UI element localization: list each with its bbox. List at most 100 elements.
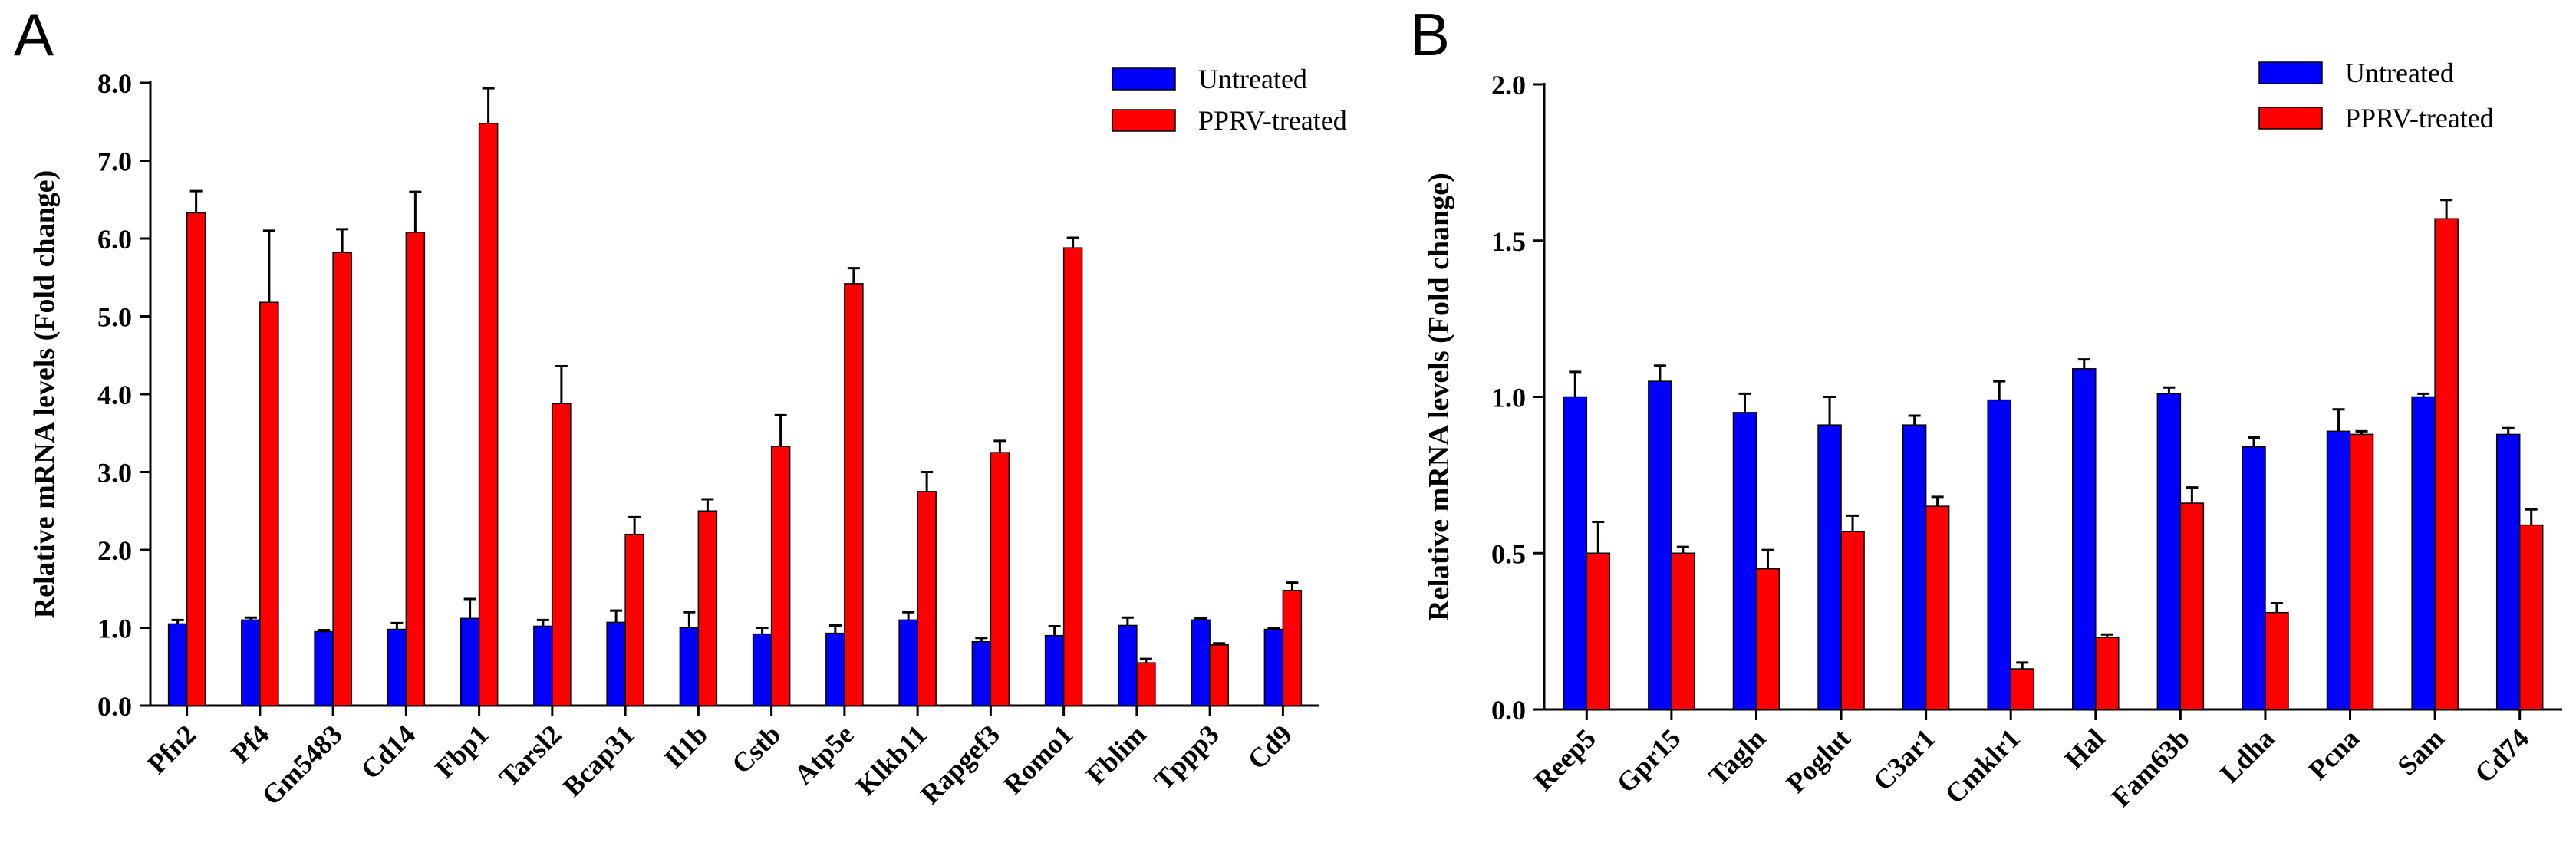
x-tick-label: Pf4 bbox=[225, 719, 275, 768]
bar-untreated-il1b bbox=[679, 627, 700, 706]
x-tick-label: Pfn2 bbox=[141, 719, 202, 779]
legend-swatch-pprv-treated bbox=[2258, 107, 2323, 130]
bar-pprv-treated-gm5483 bbox=[332, 252, 352, 706]
y-tick-label: 0.5 bbox=[1491, 538, 1526, 569]
y-tick-label: 1.5 bbox=[1491, 226, 1526, 257]
x-tick-label: Rapgef3 bbox=[914, 719, 1006, 810]
x-tick-label: Cd74 bbox=[2469, 722, 2535, 788]
y-tick-label: 6.0 bbox=[97, 224, 132, 255]
bar-pprv-treated-cd14 bbox=[405, 232, 426, 706]
panel-letter: B bbox=[1410, 1, 1450, 68]
bar-pprv-treated-fbp1 bbox=[478, 123, 499, 706]
bar-pprv-treated-romo1 bbox=[1062, 247, 1083, 706]
bar-pprv-treated-sam bbox=[2434, 218, 2459, 710]
x-tick-label: Bcap31 bbox=[557, 719, 641, 802]
bar-untreated-ldha bbox=[2242, 446, 2266, 710]
bar-untreated-gm5483 bbox=[314, 630, 334, 706]
x-tick-label: Cd14 bbox=[355, 719, 421, 785]
y-tick-label: 0.0 bbox=[1491, 695, 1526, 726]
bar-untreated-tagln bbox=[1732, 412, 1757, 710]
chart-panel-a: A 0.0 1.0 2.0 3.0 4.0 5.0 6.0 7.0 8.0 Relative mRN… bbox=[14, 1, 1347, 811]
y-tick-label: 1.0 bbox=[97, 614, 132, 644]
bar-untreated-sam bbox=[2411, 396, 2436, 710]
x-tick-label: Tagln bbox=[1703, 722, 1772, 792]
bar-untreated-tarsl2 bbox=[533, 625, 553, 706]
x-tick-label: Cd9 bbox=[1241, 719, 1298, 775]
x-tick-label: Pcna bbox=[2302, 722, 2365, 785]
x-tick-label: Romo1 bbox=[997, 719, 1079, 800]
x-tick-label: Sam bbox=[2391, 722, 2449, 781]
bar-pprv-treated-rapgef3 bbox=[990, 452, 1010, 706]
x-tick-label: Gpr15 bbox=[1611, 722, 1687, 798]
bar-untreated-pcna bbox=[2326, 430, 2351, 710]
y-tick-label: 2.0 bbox=[1491, 70, 1526, 100]
legend-label-pprv-treated: PPRV-treated bbox=[2345, 103, 2494, 133]
bar-untreated-cd74 bbox=[2495, 433, 2521, 710]
bar-untreated-gpr15 bbox=[1648, 380, 1672, 710]
x-tick-label: Fbp1 bbox=[429, 719, 494, 784]
bar-pprv-treated-fam63b bbox=[2179, 502, 2205, 710]
y-tick-label: 7.0 bbox=[97, 146, 132, 177]
y-tick-label: 3.0 bbox=[97, 458, 132, 489]
bar-untreated-reep5 bbox=[1563, 396, 1588, 710]
bar-untreated-cd9 bbox=[1263, 628, 1284, 706]
y-axis-label: Relative mRNA levels (Fold change) bbox=[1423, 173, 1455, 621]
legend-swatch-untreated bbox=[1112, 67, 1176, 91]
x-tick-label: C3ar1 bbox=[1867, 722, 1941, 796]
bar-untreated-cstb bbox=[752, 633, 772, 706]
bar-pprv-treated-poglut bbox=[1840, 530, 1865, 710]
y-tick-label: 8.0 bbox=[97, 68, 132, 99]
bar-untreated-c3ar1 bbox=[1902, 424, 1927, 710]
x-tick-label: Tppp3 bbox=[1148, 719, 1224, 795]
x-tick-label: Il1b bbox=[658, 719, 713, 774]
legend-label-pprv-treated: PPRV-treated bbox=[1198, 105, 1347, 136]
x-tick-label: Ldha bbox=[2214, 722, 2280, 788]
x-tick-label: Cstb bbox=[726, 719, 786, 779]
bar-pprv-treated-tarsl2 bbox=[552, 403, 572, 706]
bar-untreated-pf4 bbox=[241, 619, 261, 706]
bar-pprv-treated-ldha bbox=[2265, 611, 2289, 710]
x-tick-label: Fam63b bbox=[2106, 722, 2196, 812]
x-tick-label: Tarsl2 bbox=[493, 719, 568, 793]
bar-untreated-cmklr1 bbox=[1987, 399, 2011, 710]
bar-pprv-treated-tagln bbox=[1755, 568, 1780, 710]
x-tick-label: Atp5e bbox=[788, 719, 859, 790]
bar-untreated-klkb11 bbox=[898, 619, 918, 706]
bar-pprv-treated-c3ar1 bbox=[1925, 505, 1950, 710]
bar-pprv-treated-pf4 bbox=[259, 301, 279, 706]
bar-untreated-romo1 bbox=[1044, 634, 1065, 706]
bar-pprv-treated-cd9 bbox=[1282, 590, 1303, 706]
bar-untreated-tppp3 bbox=[1191, 619, 1211, 706]
bar-pprv-treated-reep5 bbox=[1586, 552, 1611, 710]
y-tick-label: 0.0 bbox=[97, 691, 132, 722]
bar-pprv-treated-cmklr1 bbox=[2010, 668, 2034, 710]
y-tick-label: 2.0 bbox=[97, 535, 132, 566]
x-tick-label: Cmklr1 bbox=[1939, 722, 2026, 809]
bar-pprv-treated-atp5e bbox=[844, 283, 864, 706]
legend-label-untreated: Untreated bbox=[2345, 58, 2454, 88]
bar-pprv-treated-fblim bbox=[1136, 662, 1156, 706]
x-tick-label: Hal bbox=[2059, 722, 2111, 775]
bar-untreated-bcap31 bbox=[606, 621, 626, 706]
bar-pprv-treated-il1b bbox=[697, 510, 718, 706]
y-tick-label: 1.0 bbox=[1491, 383, 1526, 413]
legend-swatch-untreated bbox=[2258, 61, 2323, 84]
bar-pprv-treated-klkb11 bbox=[917, 491, 937, 706]
legend-label-untreated: Untreated bbox=[1198, 64, 1307, 94]
bar-untreated-fbp1 bbox=[460, 617, 480, 706]
x-tick-label: Poglut bbox=[1780, 722, 1856, 798]
bar-pprv-treated-gpr15 bbox=[1671, 552, 1695, 710]
legend-swatch-pprv-treated bbox=[1112, 109, 1176, 132]
bar-untreated-rapgef3 bbox=[971, 641, 992, 706]
bar-untreated-hal bbox=[2072, 368, 2097, 710]
x-tick-label: Fblim bbox=[1080, 719, 1151, 790]
bar-pprv-treated-cd74 bbox=[2518, 524, 2544, 710]
x-tick-label: Gm5483 bbox=[256, 719, 348, 811]
panel-letter: A bbox=[14, 1, 54, 68]
bar-untreated-fblim bbox=[1118, 624, 1138, 706]
bar-untreated-cd14 bbox=[387, 628, 407, 706]
bar-untreated-pfn2 bbox=[167, 623, 188, 706]
bar-pprv-treated-tppp3 bbox=[1209, 644, 1229, 706]
y-axis-label: Relative mRNA levels (Fold change) bbox=[28, 170, 61, 619]
